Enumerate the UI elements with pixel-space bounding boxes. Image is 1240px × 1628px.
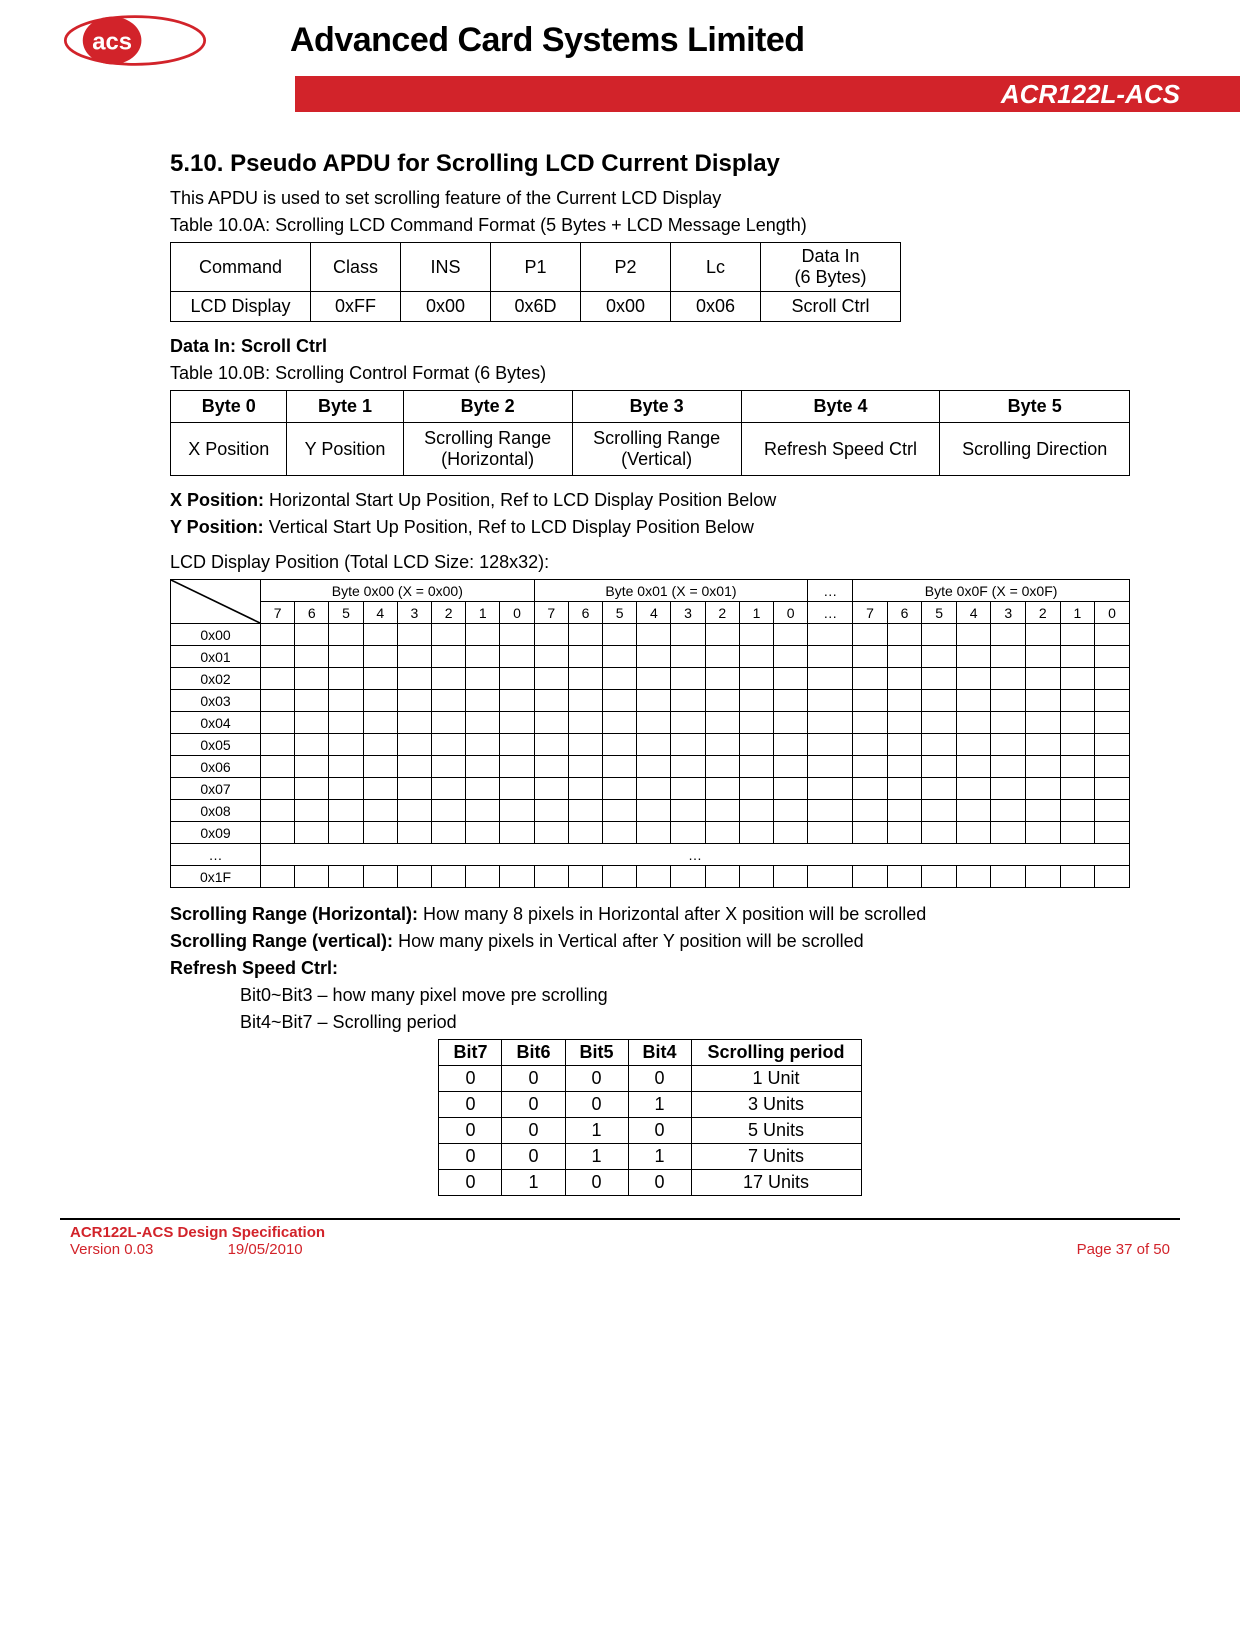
footer-date: 19/05/2010 <box>228 1241 303 1258</box>
intro-text: This APDU is used to set scrolling featu… <box>170 188 1130 209</box>
product-name: ACR122L-ACS <box>295 76 1240 112</box>
svg-text:acs: acs <box>92 28 132 55</box>
footer-page: Page 37 of 50 <box>1077 1241 1170 1258</box>
footer-doc: ACR122L-ACS Design Specification <box>70 1224 325 1241</box>
table-cmd-caption: Table 10.0A: Scrolling LCD Command Forma… <box>170 215 1130 236</box>
footer-version: Version 0.03 <box>70 1241 153 1258</box>
table-bytes-caption: Table 10.0B: Scrolling Control Format (6… <box>170 363 1130 384</box>
scroll-control-table: Byte 0Byte 1Byte 2Byte 3Byte 4Byte 5X Po… <box>170 390 1130 476</box>
command-format-table: CommandClassINSP1P2LcData In(6 Bytes)LCD… <box>170 242 901 322</box>
refresh-bit03: Bit0~Bit3 – how many pixel move pre scro… <box>170 985 1130 1006</box>
scroll-v-line: Scrolling Range (vertical): How many pix… <box>170 931 1130 952</box>
lcd-pos-caption: LCD Display Position (Total LCD Size: 12… <box>170 552 1130 573</box>
refresh-bit47: Bit4~Bit7 – Scrolling period <box>170 1012 1130 1033</box>
scrolling-period-table: Bit7Bit6Bit5Bit4Scrolling period00001 Un… <box>438 1039 861 1196</box>
lcd-position-table: Byte 0x00 (X = 0x00)Byte 0x01 (X = 0x01)… <box>170 579 1130 888</box>
company-name: Advanced Card Systems Limited <box>290 21 805 60</box>
xpos-line: X Position: Horizontal Start Up Position… <box>170 490 1130 511</box>
page-footer: ACR122L-ACS Design Specification Version… <box>60 1218 1180 1278</box>
acs-logo: acs <box>60 13 210 68</box>
scroll-h-line: Scrolling Range (Horizontal): How many 8… <box>170 904 1130 925</box>
ypos-line: Y Position: Vertical Start Up Position, … <box>170 517 1130 538</box>
section-heading: 5.10. Pseudo APDU for Scrolling LCD Curr… <box>170 150 1130 178</box>
data-in-label: Data In: Scroll Ctrl <box>170 336 1130 357</box>
refresh-label: Refresh Speed Ctrl: <box>170 958 1130 979</box>
